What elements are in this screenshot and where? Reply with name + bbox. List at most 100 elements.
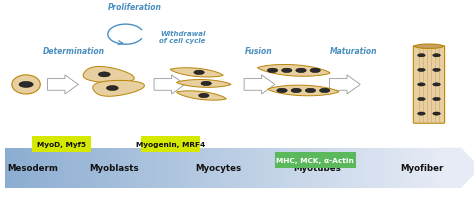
FancyArrow shape <box>47 76 78 95</box>
Bar <box>119 148 121 188</box>
Bar <box>197 148 199 188</box>
Polygon shape <box>268 86 339 96</box>
Bar <box>41 148 43 188</box>
Bar <box>172 148 174 188</box>
FancyBboxPatch shape <box>32 136 91 152</box>
Ellipse shape <box>433 69 440 72</box>
Bar <box>163 148 165 188</box>
Bar <box>221 148 223 188</box>
Bar <box>167 148 170 188</box>
Ellipse shape <box>418 69 425 72</box>
Ellipse shape <box>277 89 287 93</box>
Bar <box>185 148 187 188</box>
Bar <box>89 148 91 188</box>
Bar <box>74 148 76 188</box>
Text: Myotubes: Myotubes <box>294 164 341 172</box>
Bar <box>17 148 18 188</box>
Bar <box>107 148 109 188</box>
Ellipse shape <box>319 89 330 93</box>
Bar <box>204 148 206 188</box>
Bar <box>54 148 56 188</box>
Bar <box>157 148 159 188</box>
Text: Determination: Determination <box>43 47 104 56</box>
Bar <box>207 148 209 188</box>
Bar <box>333 148 335 188</box>
Polygon shape <box>258 65 330 77</box>
FancyBboxPatch shape <box>413 46 445 124</box>
Bar <box>182 148 184 188</box>
Bar <box>397 148 399 188</box>
Bar <box>373 148 374 188</box>
Bar <box>72 148 73 188</box>
Bar <box>271 148 273 188</box>
Bar <box>319 148 320 188</box>
Bar <box>27 148 28 188</box>
Bar <box>141 148 143 188</box>
Ellipse shape <box>433 54 440 58</box>
Bar <box>378 148 380 188</box>
Text: Myocytes: Myocytes <box>195 164 241 172</box>
Bar <box>227 148 229 188</box>
FancyArrow shape <box>154 76 185 95</box>
Bar <box>340 148 342 188</box>
Bar <box>404 148 406 188</box>
Bar <box>317 148 319 188</box>
Bar <box>358 148 360 188</box>
Bar <box>102 148 104 188</box>
Bar <box>284 148 286 188</box>
Text: Withdrawal
of cell cycle: Withdrawal of cell cycle <box>159 31 206 44</box>
Bar <box>140 148 142 188</box>
Bar <box>173 148 175 188</box>
Bar <box>344 148 346 188</box>
Bar <box>239 148 241 188</box>
Ellipse shape <box>418 83 425 87</box>
Bar <box>242 148 244 188</box>
Bar <box>233 148 235 188</box>
Ellipse shape <box>296 69 306 73</box>
Bar <box>38 148 40 188</box>
Ellipse shape <box>305 89 316 93</box>
Bar <box>22 148 24 188</box>
Bar <box>105 148 107 188</box>
Text: Proliferation: Proliferation <box>108 3 162 12</box>
Ellipse shape <box>418 54 425 58</box>
Bar <box>86 148 88 188</box>
Bar <box>85 148 87 188</box>
Bar <box>276 148 279 188</box>
Bar <box>198 148 200 188</box>
Bar <box>368 148 370 188</box>
Ellipse shape <box>12 76 40 95</box>
Bar <box>245 148 246 188</box>
Bar <box>44 148 46 188</box>
Bar <box>437 148 438 188</box>
FancyBboxPatch shape <box>275 152 356 168</box>
Bar <box>166 148 168 188</box>
Bar <box>429 148 431 188</box>
FancyArrow shape <box>440 148 474 188</box>
Bar <box>359 148 361 188</box>
Bar <box>202 148 204 188</box>
Bar <box>176 148 178 188</box>
Bar <box>77 148 79 188</box>
Polygon shape <box>93 81 145 97</box>
Polygon shape <box>177 80 231 88</box>
Bar <box>250 148 252 188</box>
Ellipse shape <box>282 69 292 73</box>
Bar <box>304 148 306 188</box>
Bar <box>328 148 329 188</box>
Bar <box>428 148 429 188</box>
Bar <box>62 148 64 188</box>
Bar <box>188 148 190 188</box>
Bar <box>278 148 280 188</box>
Bar <box>275 148 277 188</box>
Bar <box>114 148 116 188</box>
FancyArrow shape <box>244 76 275 95</box>
Bar <box>57 148 59 188</box>
Bar <box>438 148 440 188</box>
Bar <box>93 148 95 188</box>
Bar <box>316 148 318 188</box>
Bar <box>262 148 264 188</box>
Bar <box>143 148 145 188</box>
Bar <box>355 148 357 188</box>
Bar <box>60 148 62 188</box>
